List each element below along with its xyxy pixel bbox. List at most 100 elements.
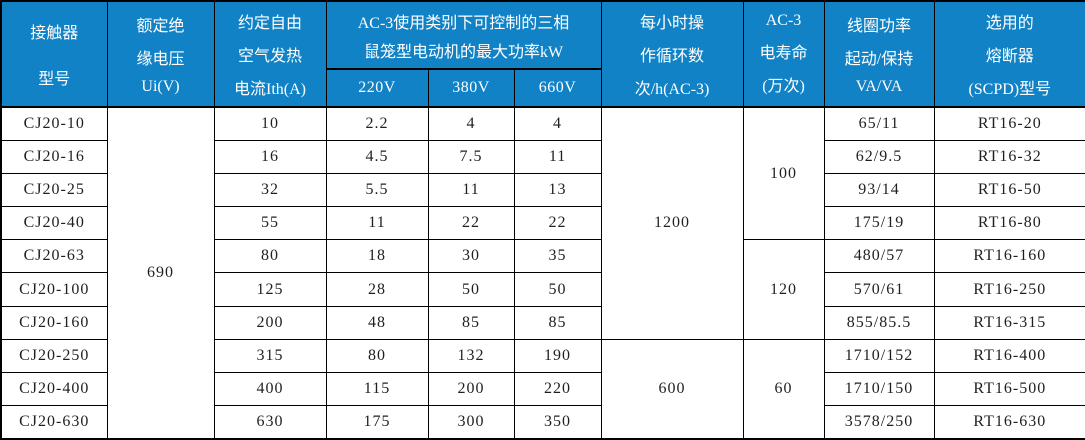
cell-kw-380: 11 (427, 172, 515, 208)
header-model: 接触器 型号 (0, 0, 108, 108)
cell-coil: 1710/150 (823, 371, 935, 407)
header-coil-line: 线圈功率 (847, 18, 912, 35)
cell-model: CJ20-16 (0, 139, 108, 174)
header-life-line: (万次) (762, 78, 805, 95)
cell-ith: 630 (213, 405, 327, 440)
cell-coil: 62/9.5 (823, 139, 935, 174)
cell-coil: 480/57 (823, 239, 935, 274)
cell-kw-380: 4 (427, 106, 515, 141)
header-life-line: AC-3 (765, 12, 802, 29)
header-660v: 660V (513, 68, 602, 108)
header-cycles-line: 作循环数 (640, 48, 705, 65)
table-row: CJ20-25 32 5.5 11 13 93/14 RT16-50 (0, 172, 1085, 208)
cell-life: 100 (742, 106, 825, 241)
header-cycles-line: 每小时操 (640, 15, 705, 32)
cell-kw-220: 175 (325, 405, 429, 440)
header-380v: 380V (427, 68, 515, 108)
header-max-power-group: AC-3使用类别下可控制的三相 鼠笼型电动机的最大功率kW (325, 0, 602, 70)
cell-fuse: RT16-250 (933, 272, 1085, 307)
cell-kw-660: 50 (513, 272, 602, 307)
cell-kw-660: 220 (513, 371, 602, 407)
header-cycles-per-hour: 每小时操 作循环数 次/h(AC-3) (600, 0, 744, 108)
cell-kw-220: 80 (325, 338, 429, 374)
cell-kw-660: 13 (513, 172, 602, 208)
header-electrical-life: AC-3 电寿命 (万次) (742, 0, 825, 108)
cell-kw-380: 300 (427, 405, 515, 440)
cell-coil: 3578/250 (823, 405, 935, 440)
cell-fuse: RT16-20 (933, 106, 1085, 141)
header-insulation-line: Ui(V) (141, 78, 180, 95)
cell-kw-660: 4 (513, 106, 602, 141)
cell-kw-220: 18 (325, 239, 429, 274)
cell-kw-660: 22 (513, 206, 602, 241)
cell-ith: 16 (213, 139, 327, 174)
cell-ith: 55 (213, 206, 327, 241)
cell-ith: 125 (213, 272, 327, 307)
header-model-line: 型号 (38, 71, 71, 88)
cell-kw-660: 190 (513, 338, 602, 374)
header-fuse-line: 选用的 (985, 15, 1034, 32)
cell-model: CJ20-400 (0, 371, 108, 407)
table-header: 接触器 型号 额定绝 缘电压 Ui(V) 约定自由 空气发热 电流Ith (0, 0, 1085, 108)
header-fuse-type: 选用的 熔断器 (SCPD)型号 (933, 0, 1085, 108)
header-coil-line: VA/VA (855, 78, 903, 95)
cell-kw-220: 4.5 (325, 139, 429, 174)
cell-fuse: RT16-32 (933, 139, 1085, 174)
cell-ith: 80 (213, 239, 327, 274)
header-max-power-line: AC-3使用类别下可控制的三相 (357, 14, 570, 32)
table-row: CJ20-16 16 4.5 7.5 11 62/9.5 RT16-32 (0, 139, 1085, 174)
cell-fuse: RT16-80 (933, 206, 1085, 241)
cell-coil: 1710/152 (823, 338, 935, 374)
cell-kw-220: 115 (325, 371, 429, 407)
cell-model: CJ20-10 (0, 106, 108, 141)
cell-ith: 315 (213, 338, 327, 374)
cell-fuse: RT16-315 (933, 305, 1085, 340)
table-body: CJ20-10 690 10 2.2 4 4 1200 100 65/11 RT… (0, 106, 1085, 440)
cell-ith: 200 (213, 305, 327, 340)
cell-life: 120 (742, 239, 825, 340)
cell-fuse: RT16-400 (933, 338, 1085, 374)
cell-coil: 93/14 (823, 172, 935, 208)
cell-kw-660: 35 (513, 239, 602, 274)
cell-kw-220: 48 (325, 305, 429, 340)
cell-fuse: RT16-630 (933, 405, 1085, 440)
cell-kw-660: 11 (513, 139, 602, 174)
cell-model: CJ20-63 (0, 239, 108, 274)
header-cycles-line: 次/h(AC-3) (634, 81, 710, 98)
cell-kw-380: 30 (427, 239, 515, 274)
cell-kw-380: 132 (427, 338, 515, 374)
cell-model: CJ20-100 (0, 272, 108, 307)
cell-kw-220: 2.2 (325, 106, 429, 141)
table-row: CJ20-40 55 11 22 22 175/19 RT16-80 (0, 206, 1085, 241)
cell-insulation-voltage: 690 (106, 106, 215, 440)
header-fuse-line: (SCPD)型号 (968, 81, 1052, 98)
cell-model: CJ20-25 (0, 172, 108, 208)
cell-cycles: 1200 (600, 106, 744, 340)
cell-model: CJ20-250 (0, 338, 108, 374)
header-insulation-voltage: 额定绝 缘电压 Ui(V) (106, 0, 215, 108)
header-thermal-current: 约定自由 空气发热 电流Ith(A) (213, 0, 327, 108)
cell-coil: 855/85.5 (823, 305, 935, 340)
table-row: CJ20-10 690 10 2.2 4 4 1200 100 65/11 RT… (0, 106, 1085, 440)
cell-kw-660: 350 (513, 405, 602, 440)
header-thermal-line: 空气发热 (237, 48, 302, 65)
cell-model: CJ20-160 (0, 305, 108, 340)
cell-kw-380: 200 (427, 371, 515, 407)
cell-ith: 32 (213, 172, 327, 208)
cell-fuse: RT16-500 (933, 371, 1085, 407)
cell-kw-660: 85 (513, 305, 602, 340)
cell-model: CJ20-40 (0, 206, 108, 241)
cell-life: 60 (742, 338, 825, 440)
table-row: CJ20-250 315 80 132 190 600 60 1710/152 … (0, 338, 1085, 440)
header-insulation-line: 缘电压 (136, 51, 185, 68)
cell-ith: 400 (213, 371, 327, 407)
cell-ith: 10 (213, 106, 327, 141)
cell-coil: 175/19 (823, 206, 935, 241)
cell-coil: 570/61 (823, 272, 935, 307)
cell-kw-220: 11 (325, 206, 429, 241)
table-row: CJ20-100 125 28 50 50 570/61 RT16-250 (0, 272, 1085, 307)
cell-kw-380: 22 (427, 206, 515, 241)
cell-model: CJ20-630 (0, 405, 108, 440)
